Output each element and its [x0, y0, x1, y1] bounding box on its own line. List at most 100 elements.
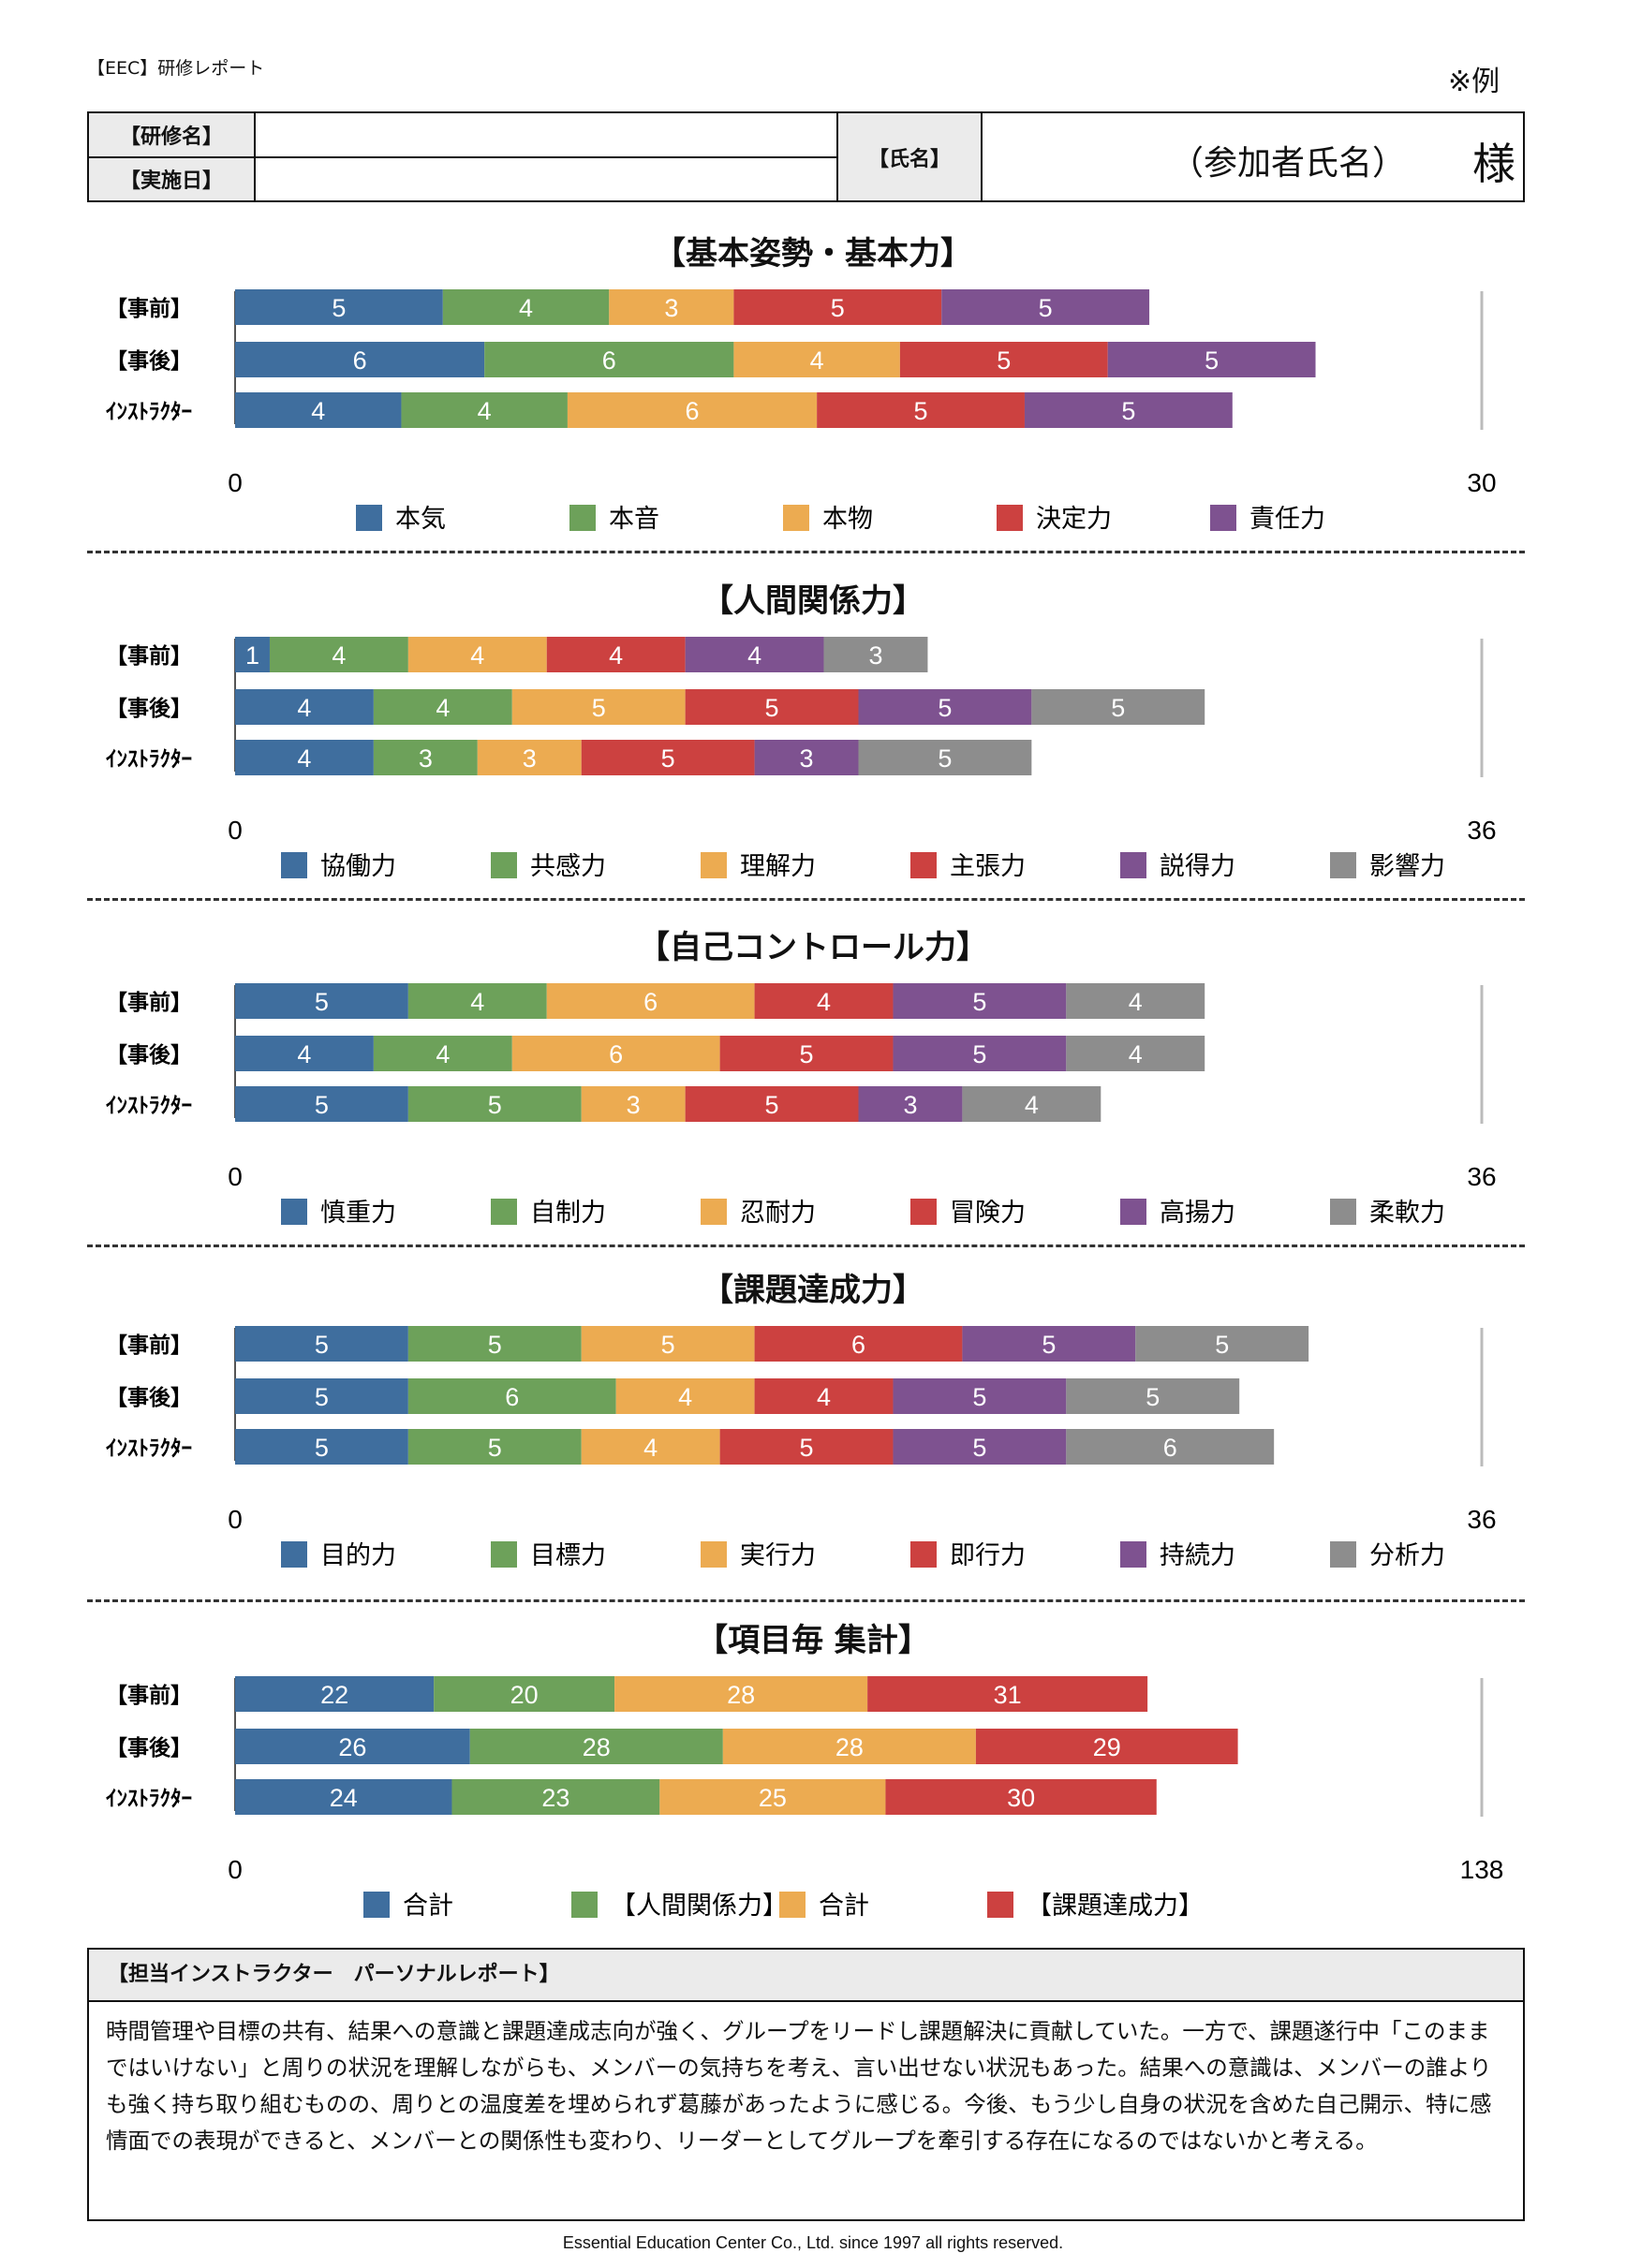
bar-segment	[235, 289, 443, 325]
data-label: 4	[643, 1434, 658, 1462]
legend-label: 影響力	[1369, 852, 1445, 881]
bar-segment	[685, 637, 824, 672]
bar-segment	[235, 1429, 408, 1465]
x-tick-label: 138	[1460, 1855, 1504, 1884]
legend-swatch	[1120, 1541, 1146, 1568]
comment-title: 【担当インストラクター パーソナルレポート】	[89, 1950, 1523, 2002]
bar-segment	[581, 740, 755, 775]
category-label: 【事前】	[106, 990, 192, 1015]
bar-segment	[407, 1378, 616, 1414]
category-label: ｲﾝｽﾄﾗｸﾀｰ	[106, 1787, 192, 1811]
data-label: 5	[831, 294, 845, 322]
training-name-label: 【研修名】	[87, 111, 256, 158]
data-label: 3	[800, 744, 814, 773]
bar-segment	[1135, 1326, 1309, 1362]
bar-segment	[407, 1086, 582, 1122]
bar-segment	[235, 1378, 408, 1414]
legend-swatch	[1210, 505, 1236, 531]
section-divider	[87, 551, 1525, 553]
legend-label: 説得力	[1160, 852, 1235, 881]
data-label: 5	[592, 694, 606, 722]
data-label: 28	[727, 1681, 755, 1709]
data-label: 26	[338, 1733, 366, 1761]
data-label: 6	[643, 988, 658, 1016]
legend-label: 自制力	[530, 1199, 606, 1228]
legend-label: 目標力	[530, 1541, 606, 1570]
data-label: 30	[1007, 1784, 1035, 1812]
data-label: 5	[800, 1434, 814, 1462]
legend-swatch	[356, 505, 382, 531]
chart-section-self-control: 【自己コントロール力】 【事前】 【事後】 ｲﾝｽﾄﾗｸﾀｰ 5 4 6 4 5 4 4 4 6 5 5 4…	[0, 921, 1626, 1240]
data-label: 4	[311, 397, 325, 425]
legend-label: 合計	[403, 1892, 453, 1921]
legend-label: 責任力	[1249, 505, 1325, 534]
category-label: 【事前】	[106, 296, 192, 321]
data-label: 5	[972, 988, 986, 1016]
bar-segment	[235, 342, 485, 377]
bar-segment	[899, 342, 1108, 377]
bar-segment	[581, 1086, 686, 1122]
category-label: 【事後】	[106, 1735, 192, 1760]
data-label: 3	[627, 1091, 641, 1119]
legend-label: 持続力	[1160, 1541, 1235, 1570]
legend-swatch	[779, 1892, 806, 1918]
category-label: 【事後】	[106, 348, 192, 374]
training-name-value	[254, 111, 838, 158]
data-label: 3	[419, 744, 433, 773]
copyright-footer: Essential Education Center Co., Ltd. sin…	[562, 2233, 1064, 2252]
bar-segment	[893, 1036, 1067, 1071]
bar-segment	[1066, 1036, 1205, 1071]
date-value	[254, 155, 838, 202]
bar-segment	[858, 689, 1032, 725]
bar-segment	[407, 637, 547, 672]
bar-segment	[885, 1779, 1157, 1815]
data-label: 4	[519, 294, 533, 322]
data-label: 4	[1025, 1091, 1039, 1119]
bar-segment	[407, 1326, 582, 1362]
bar-segment	[235, 1676, 435, 1712]
bar-segment	[754, 983, 894, 1019]
chart-section-task: 【課題達成力】 【事前】 【事後】 ｲﾝｽﾄﾗｸﾀｰ 5 5 5 6 5 5 5 6 4 4 5 5 5 5 4 5…	[0, 1264, 1626, 1583]
bar-segment	[581, 1429, 720, 1465]
legend-swatch	[1120, 1199, 1146, 1225]
data-label: 3	[868, 641, 882, 670]
instructor-comment-box: 【担当インストラクター パーソナルレポート】 時間管理や目標の共有、結果への意識…	[87, 1948, 1525, 2221]
chart-title: 【課題達成力】	[702, 1272, 924, 1309]
bar-segment	[235, 1086, 408, 1122]
bar-segment	[235, 983, 408, 1019]
category-label: 【事後】	[106, 1042, 192, 1068]
bar-segment	[858, 1086, 963, 1122]
legend-label: 目的力	[320, 1541, 396, 1570]
category-label: ｲﾝｽﾄﾗｸﾀｰ	[106, 747, 192, 772]
legend-swatch	[281, 1541, 307, 1568]
legend-label: 合計	[819, 1892, 869, 1921]
bar-segment	[722, 1729, 976, 1764]
category-label: ｲﾝｽﾄﾗｸﾀｰ	[106, 1094, 192, 1118]
chart-summary: 【事前】【事後】 ｲﾝｽﾄﾗｸﾀｰ 22 20 28 31 26 28 28 29 24 23 25 30…	[106, 1676, 1504, 1921]
data-label: 5	[661, 744, 675, 773]
data-label: 4	[747, 641, 761, 670]
data-label: 5	[315, 1331, 329, 1359]
bar-segment	[1107, 342, 1316, 377]
category-label: ｲﾝｽﾄﾗｸﾀｰ	[106, 400, 192, 424]
bar-segment	[1031, 689, 1205, 725]
bar-segment	[1066, 1378, 1240, 1414]
category-label: 【事前】	[106, 1333, 192, 1358]
data-label: 5	[488, 1434, 502, 1462]
legend-swatch	[910, 1199, 937, 1225]
legend-label: 柔軟力	[1369, 1199, 1445, 1228]
bar-segment	[235, 689, 374, 725]
data-label: 5	[1121, 397, 1135, 425]
legend-label: 即行力	[950, 1541, 1026, 1570]
category-label: 【事前】	[106, 1683, 192, 1708]
bar-segment	[962, 1086, 1101, 1122]
legend-label: 忍耐力	[740, 1199, 816, 1228]
section-divider	[87, 1244, 1525, 1247]
participant-name: （参加者氏名）	[1170, 144, 1407, 183]
bar-segment	[754, 1378, 894, 1414]
x-tick-label: 36	[1467, 1162, 1496, 1191]
data-label: 5	[661, 1331, 675, 1359]
